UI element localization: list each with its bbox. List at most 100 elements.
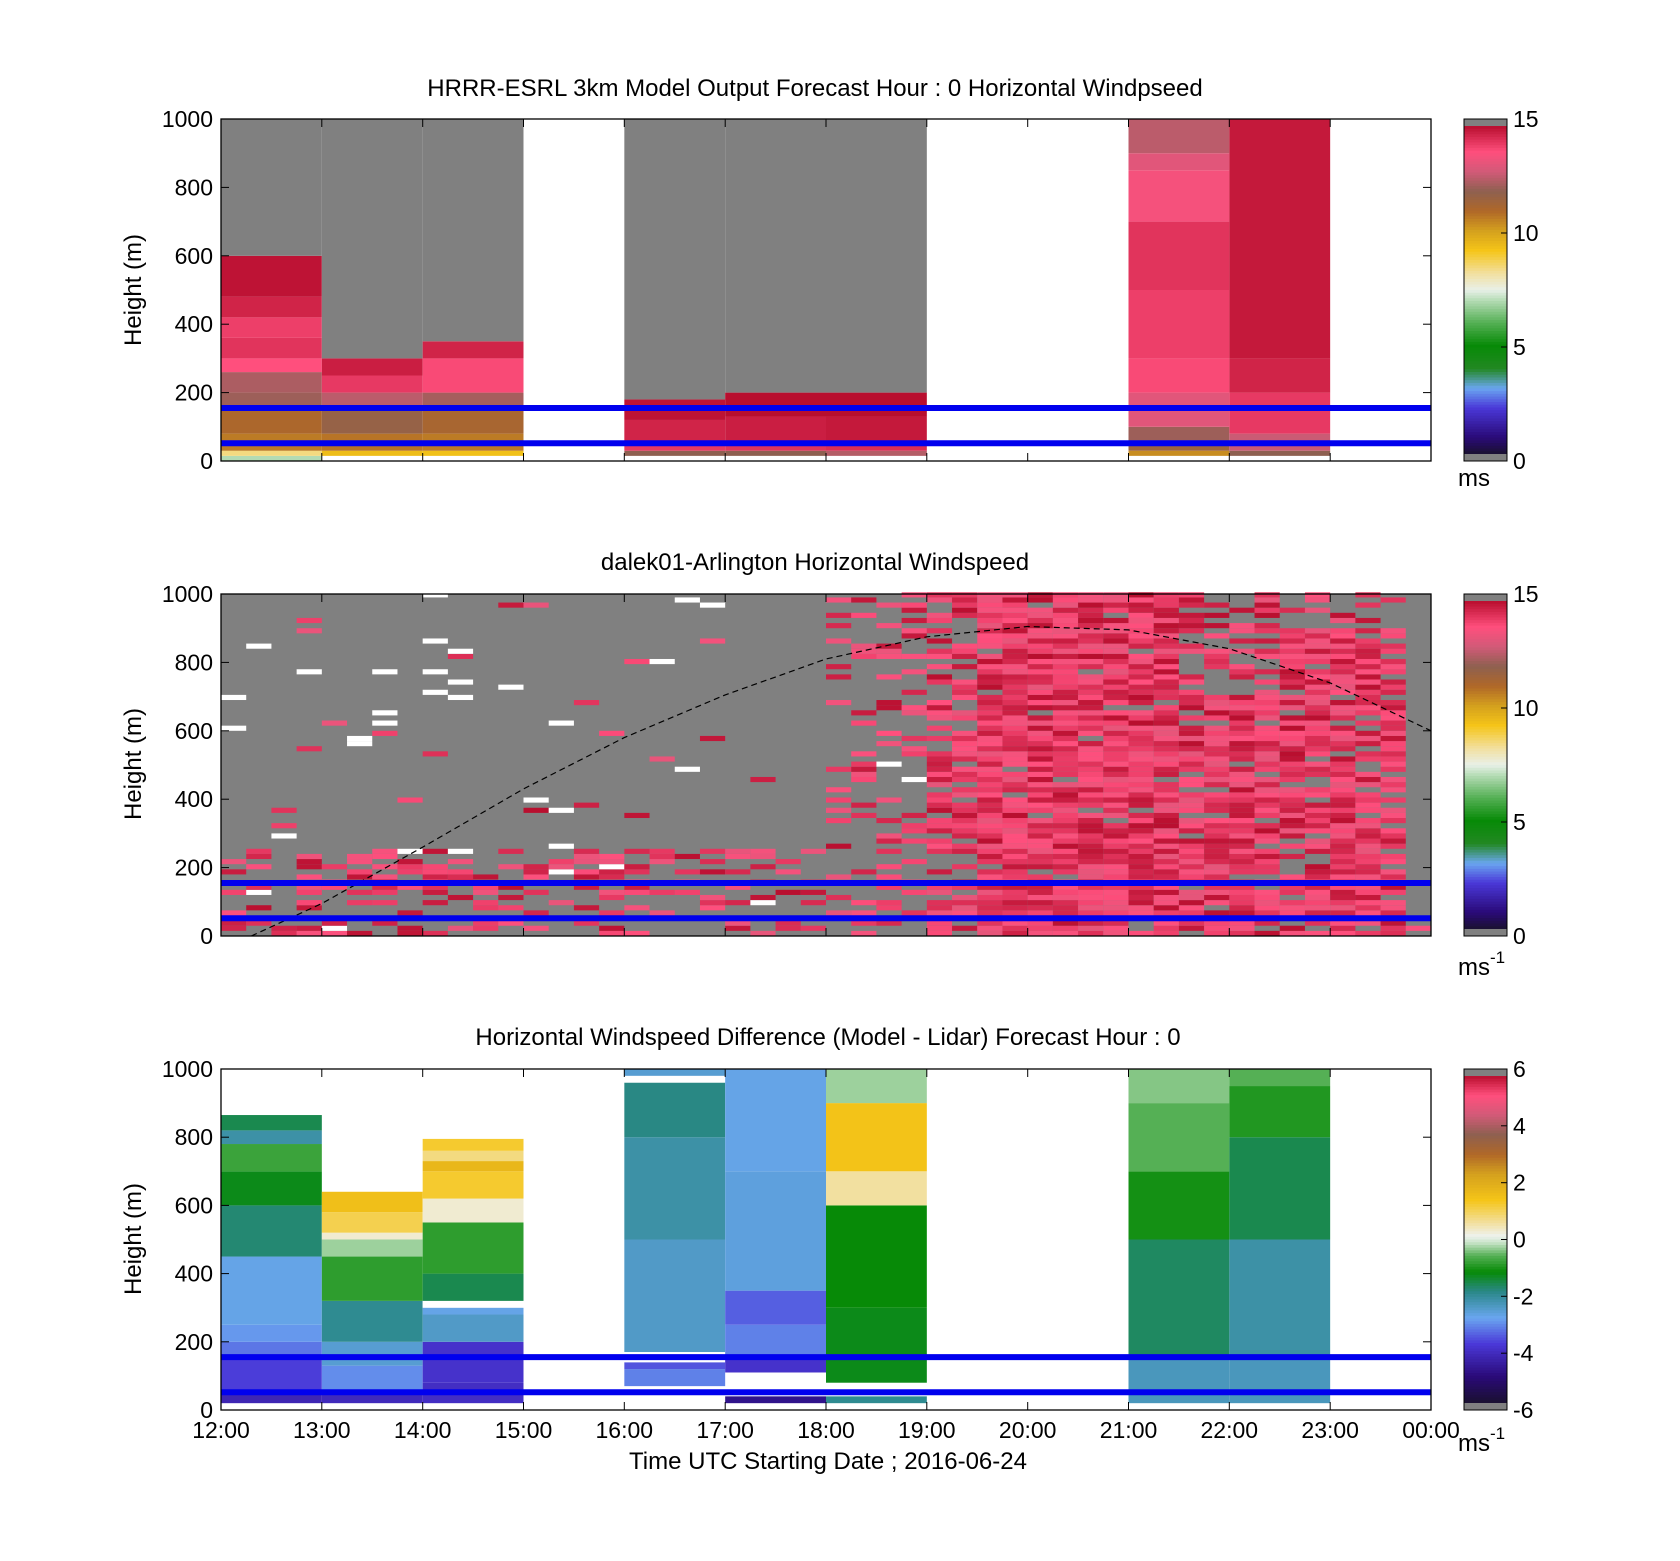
heatmap-cell [624, 1082, 726, 1138]
heatmap-cell [1052, 633, 1079, 639]
heatmap-cell [1229, 623, 1255, 629]
heatmap-cell [1052, 628, 1079, 634]
colorbar-tick-label: 15 [1513, 106, 1539, 132]
heatmap-cell [1355, 782, 1381, 788]
x-tick-label: 19:00 [898, 1417, 956, 1443]
missing-cell [271, 833, 297, 839]
missing-cell [422, 689, 448, 695]
colorbar-swatch [1464, 1274, 1507, 1279]
colorbar-swatch [1464, 1130, 1507, 1134]
heatmap-cell [1153, 638, 1179, 644]
heatmap-cell [1380, 874, 1406, 880]
heatmap-cell [1027, 910, 1053, 916]
heatmap-cell [725, 900, 751, 906]
missing-cell [876, 761, 902, 767]
heatmap-cell [1380, 782, 1406, 788]
colorbar-swatch [1464, 647, 1507, 651]
heatmap-cell [1355, 643, 1381, 649]
heatmap-cell [1330, 807, 1356, 813]
heatmap-cell [1128, 633, 1154, 639]
colorbar-swatch [1464, 194, 1507, 198]
colorbar-swatch [1464, 1302, 1507, 1306]
heatmap-cell [725, 1358, 826, 1373]
heatmap-cell [952, 730, 978, 736]
heatmap-cell [952, 910, 978, 916]
y-tick-label: 200 [175, 855, 213, 881]
heatmap-cell [1153, 725, 1179, 731]
heatmap-cell [1279, 792, 1305, 798]
heatmap-cell [1204, 792, 1230, 798]
heatmap-cell [1254, 900, 1280, 906]
heatmap-cell [1128, 592, 1154, 598]
heatmap-cell [321, 375, 423, 393]
heatmap-cell [1304, 884, 1331, 890]
heatmap-cell [1052, 592, 1079, 598]
heatmap-cell [1204, 910, 1230, 916]
colorbar-swatch [1464, 1179, 1507, 1183]
heatmap-cell [1002, 643, 1028, 649]
heatmap-cell [1027, 669, 1053, 675]
heatmap-cell [826, 1171, 927, 1206]
heatmap-cell [1204, 864, 1230, 870]
heatmap-cell [901, 910, 927, 916]
heatmap-cell [1304, 751, 1331, 757]
heatmap-cell [1002, 807, 1028, 813]
heatmap-cell [1128, 1069, 1230, 1104]
heatmap-cell [1380, 689, 1406, 695]
heatmap-cell [851, 653, 877, 659]
heatmap-cell [1103, 771, 1129, 777]
heatmap-cell [422, 848, 448, 854]
colorbar-swatch [1464, 1329, 1507, 1333]
colorbar-tick-label: 15 [1513, 581, 1539, 607]
colorbar-swatch [1464, 363, 1507, 368]
colorbar-swatch [1464, 1239, 1507, 1243]
heatmap-cell [674, 869, 700, 875]
heatmap-cell [573, 884, 600, 890]
heatmap-cell [1027, 792, 1053, 798]
heatmap-cell [1103, 828, 1129, 834]
heatmap-cell [1002, 910, 1028, 916]
heatmap-cell [1380, 700, 1406, 706]
heatmap-cell [699, 848, 726, 854]
heatmap-cell [952, 612, 978, 618]
heatmap-cell [1052, 761, 1079, 767]
x-tick-label: 16:00 [596, 1417, 654, 1443]
colorbar-swatch [1464, 1201, 1507, 1205]
heatmap-cell [851, 720, 877, 726]
heatmap-cell [977, 894, 1003, 901]
colorbar-swatch [1464, 136, 1507, 141]
heatmap-cell [1128, 884, 1154, 890]
heatmap-cell [1052, 838, 1079, 844]
colorbar-swatch [1464, 1236, 1507, 1241]
colorbar-swatch [1464, 1149, 1507, 1153]
heatmap-cell [624, 119, 726, 400]
heatmap-cell [1229, 797, 1255, 803]
heatmap-cell [1204, 776, 1230, 783]
heatmap-cell [1078, 761, 1104, 767]
heatmap-cell [1153, 874, 1179, 880]
colorbar-unit: ms-1 [1458, 948, 1505, 981]
heatmap-cell [1002, 694, 1028, 701]
colorbar-swatch [1464, 426, 1507, 430]
heatmap-cell [1052, 807, 1079, 813]
colorbar-swatch [1464, 830, 1507, 834]
heatmap-cell [1380, 643, 1406, 649]
heatmap-cell [1304, 648, 1331, 654]
heatmap-cell [1153, 694, 1179, 701]
heatmap-cell [1002, 751, 1028, 757]
heatmap-cell [1355, 818, 1381, 824]
colorbar-swatch [1464, 762, 1507, 766]
heatmap-cell [1103, 715, 1129, 721]
heatmap-cell [1254, 761, 1280, 767]
heatmap-cell [876, 905, 902, 911]
heatmap-cell [1380, 884, 1406, 890]
heatmap-cell [1304, 910, 1331, 916]
colorbar-swatch [1464, 904, 1507, 908]
heatmap-cell [1002, 628, 1028, 634]
colorbar-swatch [1464, 254, 1507, 258]
heatmap-cell [1204, 782, 1230, 788]
colorbar-swatch [1464, 1223, 1507, 1227]
colorbar-swatch [1464, 693, 1507, 698]
heatmap-cell [1204, 843, 1230, 849]
heatmap-cell [926, 920, 953, 926]
